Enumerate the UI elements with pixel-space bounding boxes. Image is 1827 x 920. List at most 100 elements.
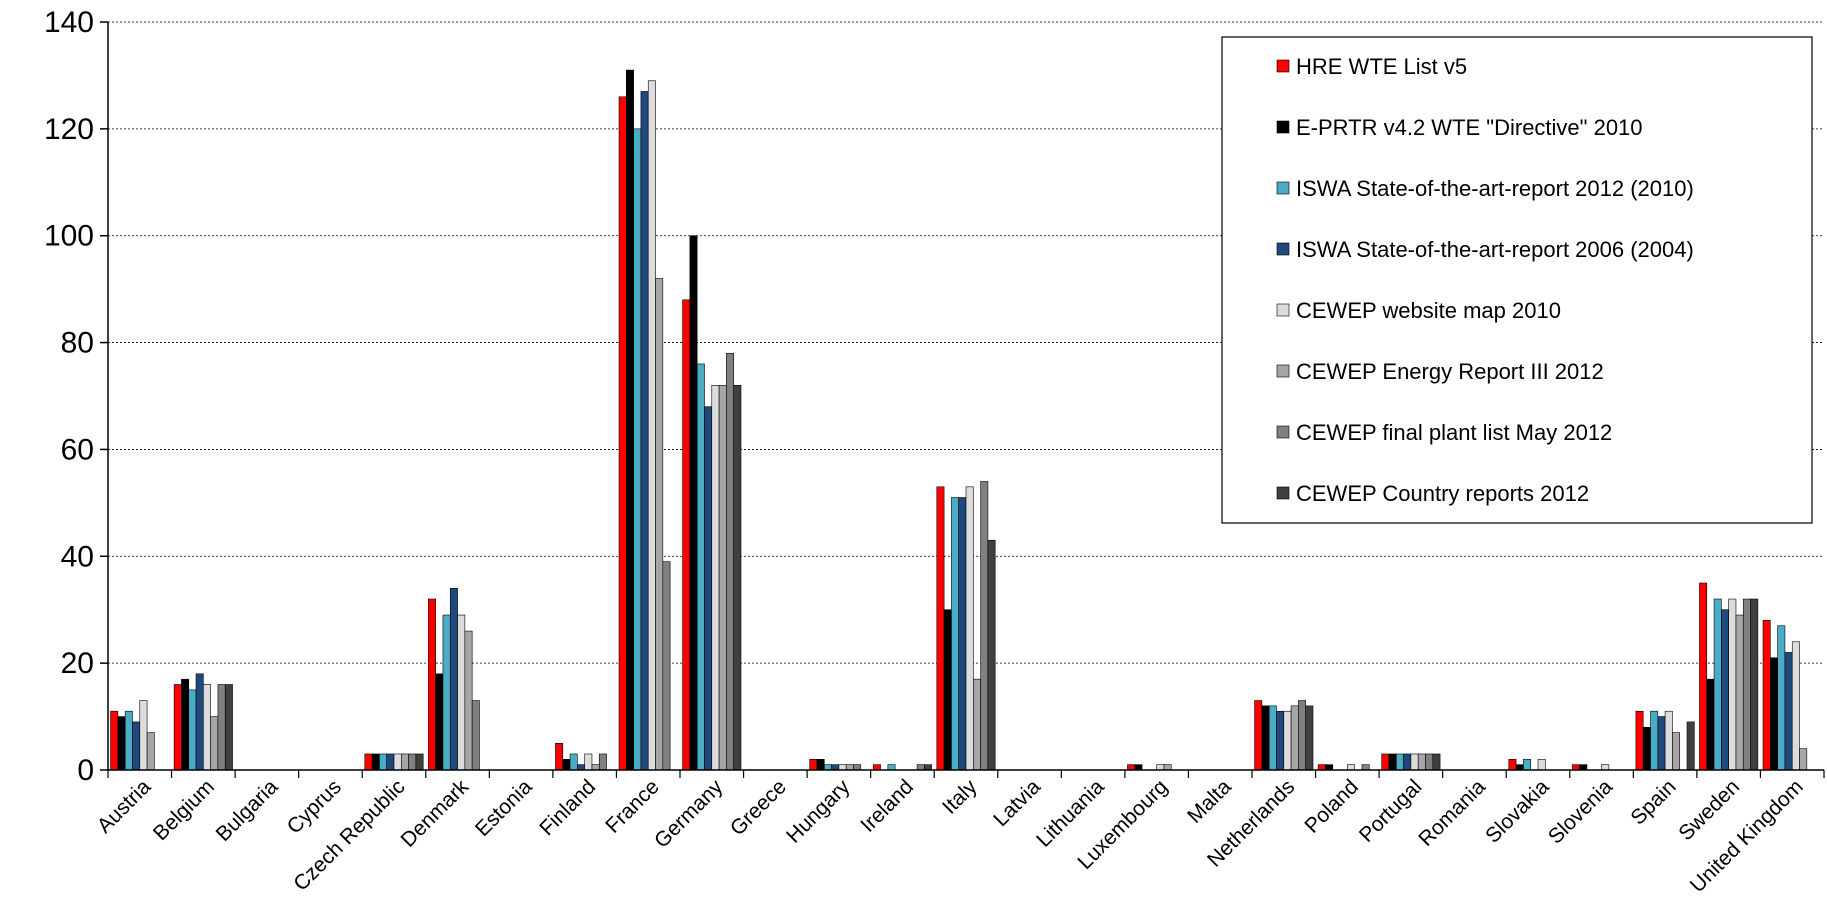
- x-tick-label: Germany: [650, 775, 728, 853]
- bar-germany-series-7: [726, 352, 734, 771]
- bar-slovakia-series-5: [1537, 759, 1546, 771]
- gridlines: [108, 21, 1824, 664]
- bar-poland-series-5: [1347, 764, 1355, 771]
- legend-label: E-PRTR v4.2 WTE "Directive" 2010: [1296, 115, 1643, 140]
- bars: [110, 69, 1808, 771]
- bar-netherlands-series-6: [1290, 705, 1299, 771]
- legend-swatch: [1276, 181, 1290, 195]
- bar-hungary-series-6: [845, 764, 854, 771]
- bar-denmark-series-7: [471, 700, 480, 771]
- bar-sweden-series-8: [1750, 598, 1759, 771]
- bar-italy-series-3: [951, 497, 960, 771]
- bar-luxembourg-series-6: [1163, 764, 1172, 771]
- bar-czech-republic-series-7: [408, 753, 417, 771]
- bar-united-kingdom-series-5: [1791, 641, 1800, 771]
- bar-germany-series-3: [696, 363, 705, 771]
- x-tick-label: Bulgaria: [212, 775, 283, 846]
- bar-austria-series-6: [146, 732, 155, 771]
- bar-austria-series-1: [110, 710, 119, 771]
- x-tick-label: Finland: [535, 775, 600, 840]
- bar-finland-series-7: [598, 753, 607, 771]
- bar-slovakia-series-2: [1515, 764, 1524, 771]
- bar-italy-series-8: [987, 539, 996, 771]
- bar-czech-republic-series-6: [400, 753, 409, 771]
- bar-austria-series-4: [132, 721, 141, 771]
- bar-denmark-series-3: [442, 614, 451, 771]
- legend-box: [1221, 36, 1813, 524]
- bar-denmark-series-4: [449, 588, 458, 771]
- bar-hungary-series-2: [816, 759, 825, 771]
- bar-sweden-series-7: [1742, 598, 1751, 771]
- bar-netherlands-series-7: [1298, 700, 1306, 771]
- legend-swatch: [1276, 120, 1290, 134]
- bar-sweden-series-4: [1721, 609, 1729, 771]
- bar-sweden-series-3: [1713, 598, 1722, 771]
- bar-france-series-2: [626, 69, 634, 771]
- y-tick-label: 0: [77, 754, 94, 787]
- bar-ireland-series-1: [872, 764, 881, 771]
- bar-poland-series-2: [1325, 764, 1334, 771]
- bar-finland-series-3: [569, 753, 578, 771]
- bar-germany-series-5: [711, 385, 720, 771]
- legend-label: CEWEP Energy Report III 2012: [1296, 359, 1604, 384]
- bar-denmark-series-5: [457, 614, 466, 771]
- x-tick-label: Italy: [938, 775, 982, 819]
- bar-united-kingdom-series-1: [1762, 620, 1771, 771]
- x-tick-label: Cyprus: [283, 775, 346, 838]
- legend-swatch: [1276, 425, 1290, 439]
- y-tick-label: 40: [61, 540, 94, 573]
- bar-ireland-series-7: [916, 764, 925, 771]
- x-tick-label: Slovenia: [1544, 775, 1617, 848]
- bar-france-series-3: [633, 128, 642, 771]
- bar-italy-series-1: [936, 486, 945, 771]
- bar-italy-series-6: [972, 678, 981, 771]
- bar-italy-series-7: [980, 481, 989, 771]
- bar-czech-republic-series-5: [393, 753, 402, 771]
- legend: HRE WTE List v5 E-PRTR v4.2 WTE "Directiv…: [1221, 36, 1813, 524]
- bar-hungary-series-1: [809, 759, 818, 771]
- x-tick-label: Malta: [1183, 775, 1236, 828]
- bar-netherlands-series-2: [1261, 705, 1270, 771]
- bar-belgium-series-5: [203, 684, 211, 771]
- bar-portugal-series-8: [1432, 753, 1441, 771]
- x-tick-label: Czech Republic: [289, 775, 409, 895]
- bar-finland-series-6: [591, 764, 600, 771]
- bar-portugal-series-5: [1410, 753, 1419, 771]
- bar-germany-series-2: [689, 235, 698, 771]
- bar-italy-series-5: [965, 486, 974, 771]
- y-tick-label: 80: [61, 327, 94, 360]
- bar-czech-republic-series-8: [415, 753, 424, 771]
- bar-ireland-series-3: [887, 764, 896, 771]
- x-tick-label: Slovakia: [1481, 775, 1554, 848]
- bar-czech-republic-series-3: [379, 753, 387, 771]
- axes: [100, 21, 1825, 778]
- bar-united-kingdom-series-2: [1770, 657, 1778, 771]
- bar-france-series-1: [618, 96, 627, 771]
- y-tick-label: 120: [44, 113, 94, 146]
- bar-sweden-series-5: [1728, 598, 1737, 771]
- bar-spain-series-6: [1672, 732, 1681, 771]
- bar-hungary-series-5: [838, 764, 847, 771]
- bar-czech-republic-series-4: [386, 753, 395, 771]
- bar-spain-series-2: [1642, 726, 1651, 771]
- bar-spain-series-4: [1657, 716, 1666, 771]
- bar-netherlands-series-3: [1268, 705, 1277, 771]
- x-tick-label: Belgium: [149, 775, 219, 845]
- legend-label: CEWEP Country reports 2012: [1296, 481, 1589, 506]
- x-tick-label: Denmark: [397, 775, 474, 852]
- bar-portugal-series-7: [1425, 753, 1434, 771]
- legend-swatch: [1276, 59, 1290, 73]
- bar-portugal-series-6: [1417, 753, 1426, 771]
- bar-belgium-series-3: [188, 689, 197, 771]
- bar-united-kingdom-series-6: [1799, 748, 1808, 771]
- legend-label: CEWEP final plant list May 2012: [1296, 420, 1612, 445]
- legend-label: CEWEP website map 2010: [1296, 298, 1561, 323]
- bar-finland-series-1: [555, 742, 564, 771]
- bar-spain-series-8: [1686, 721, 1695, 771]
- bar-germany-series-8: [733, 385, 742, 771]
- y-tick-label: 20: [61, 647, 94, 680]
- bar-sweden-series-1: [1699, 582, 1708, 771]
- x-tick-label: Austria: [93, 775, 156, 838]
